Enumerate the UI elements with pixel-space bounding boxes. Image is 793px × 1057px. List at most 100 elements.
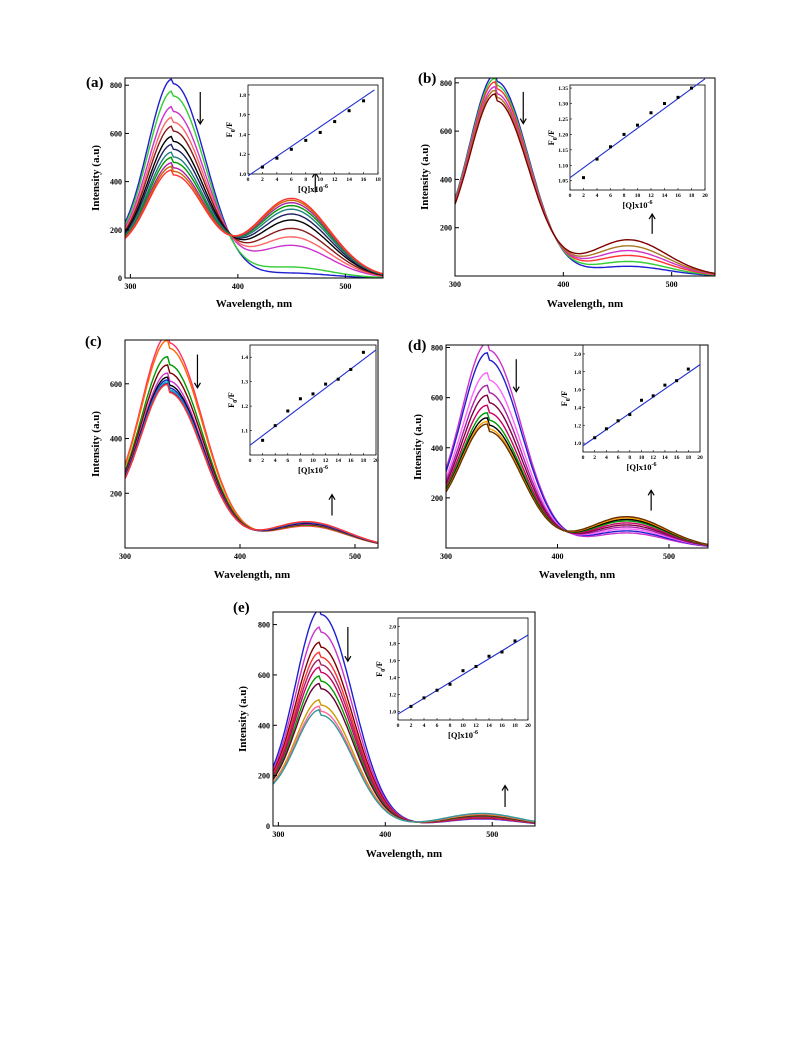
inset-y-title-base: F <box>546 140 556 145</box>
inset-data-point <box>298 397 302 401</box>
inset-fit-line <box>569 78 706 179</box>
inset-y-title: F0/F <box>226 392 239 408</box>
inset-x-tick-label: 6 <box>436 723 439 729</box>
inset-y-tick-label: 2.0 <box>574 352 581 358</box>
inset-x-title-exponent: -6 <box>323 184 328 190</box>
inset-data-point <box>628 413 632 417</box>
rise-arrow-head <box>501 784 509 791</box>
inset-x-tick-label: 6 <box>617 455 620 461</box>
inset-x-tick-label: 0 <box>249 458 252 464</box>
inset-y-title-subscript: 0 <box>553 137 559 140</box>
x-tick-label: 300 <box>272 830 284 839</box>
x-tick-label: 300 <box>124 282 136 291</box>
x-tick-label: 500 <box>663 552 675 561</box>
inset-data-point <box>361 350 365 354</box>
inset-x-tick-label: 0 <box>397 723 400 729</box>
inset-y-title-subscript: 0 <box>566 398 572 401</box>
panel-label: (b) <box>418 71 436 87</box>
spectra-series-group <box>125 340 378 545</box>
inset-x-tick-label: 2 <box>593 455 596 461</box>
inset-x-tick-label: 18 <box>686 455 692 461</box>
inset-x-tick-label: 16 <box>499 723 505 729</box>
inset-y-tick-label: 1.4 <box>239 132 246 138</box>
spectrum-line <box>455 85 715 275</box>
quench-arrow-head <box>344 655 352 663</box>
inset-x-tick-label: 14 <box>662 193 668 199</box>
inset-data-point <box>304 138 308 142</box>
inset-x-tick-label: 18 <box>375 177 381 183</box>
y-tick-label: 400 <box>258 721 270 730</box>
inset-data-point <box>686 367 690 371</box>
x-tick-label: 300 <box>119 552 131 561</box>
panel-label: (d) <box>408 338 426 354</box>
panel-label: (e) <box>233 600 250 616</box>
spectrum-line <box>455 81 715 276</box>
inset-data-point <box>311 392 315 396</box>
inset-y-title-base: F <box>374 672 384 677</box>
spectrum-line <box>273 709 535 823</box>
spectrum-line <box>125 116 383 277</box>
inset-x-tick-label: 20 <box>373 458 379 464</box>
inset-x-tick-label: 2 <box>261 458 264 464</box>
inset-x-tick-label: 8 <box>449 723 452 729</box>
inset-plot: 0 2 4 6 8 10 12 14 16 18 20 1.05 1.10 1.15 1.20 1.25 1.3… <box>546 78 708 210</box>
inset-fit-line <box>582 364 701 447</box>
inset-x-tick-label: 18 <box>512 723 518 729</box>
inset-y-tick-label: 1.2 <box>239 152 246 158</box>
inset-frame <box>582 344 701 453</box>
inset-x-tick-label: 2 <box>410 723 413 729</box>
inset-data-point <box>261 438 265 442</box>
inset-x-tick-label: 18 <box>689 193 695 199</box>
inset-x-tick-label: 12 <box>648 193 654 199</box>
inset-data-point <box>651 394 655 398</box>
inset-x-tick-label: 8 <box>299 458 302 464</box>
inset-data-point <box>275 156 279 160</box>
inset-y-tick-label: 1.6 <box>574 388 581 394</box>
panel-label: (c) <box>85 334 102 350</box>
x-tick-label: 400 <box>551 552 563 561</box>
y-tick-label: 400 <box>440 175 452 184</box>
inset-x-title-base: [Q]x10 <box>626 462 651 472</box>
inset-data-point <box>333 120 337 124</box>
inset-y-title: F0/F <box>374 661 387 677</box>
spectrum-line <box>446 423 708 546</box>
inset-y-tick-label: 1.10 <box>558 163 568 169</box>
y-tick-label: 200 <box>110 226 122 235</box>
inset-fit-line <box>247 89 375 177</box>
inset-y-title-tail: /F <box>226 392 236 401</box>
inset-x-tick-label: 16 <box>348 458 354 464</box>
inset-frame <box>397 617 529 721</box>
inset-x-tick-label: 12 <box>473 723 479 729</box>
spectrum-line <box>455 78 715 276</box>
inset-y-title-subscript: 0 <box>231 129 237 132</box>
y-tick-label: 400 <box>110 435 122 444</box>
inset-x-tick-label: 4 <box>605 455 608 461</box>
spectra-series-group <box>125 78 383 278</box>
inset-data-point <box>260 165 264 169</box>
inset-x-tick-label: 6 <box>290 177 293 183</box>
inset-data-point <box>273 424 277 428</box>
spectrum-line <box>125 90 383 278</box>
inset-x-tick-label: 10 <box>639 455 645 461</box>
inset-x-tick-label: 2 <box>261 177 264 183</box>
inset-data-point <box>318 130 322 134</box>
inset-data-point <box>616 419 620 423</box>
inset-y-tick-label: 1.3 <box>241 380 248 386</box>
inset-y-title-base: F <box>226 403 236 408</box>
x-tick-label: 500 <box>349 552 361 561</box>
inset-data-point <box>500 650 504 654</box>
y-tick-label: 200 <box>258 772 270 781</box>
x-tick-label: 500 <box>339 282 351 291</box>
inset-x-title: [Q]x10-6 <box>626 462 656 472</box>
inset-x-title: [Q]x10-6 <box>622 200 652 210</box>
inset-data-point <box>347 109 351 113</box>
spectrum-line <box>125 135 383 276</box>
inset-x-tick-label: 2 <box>582 193 585 199</box>
inset-data-point <box>409 704 413 708</box>
inset-y-tick-label: 1.8 <box>239 93 246 99</box>
inset-y-title: F0/F <box>224 122 237 138</box>
plot-frame <box>445 344 709 549</box>
inset-y-tick-label: 1.6 <box>239 113 246 119</box>
quench-arrow-head <box>193 382 201 390</box>
